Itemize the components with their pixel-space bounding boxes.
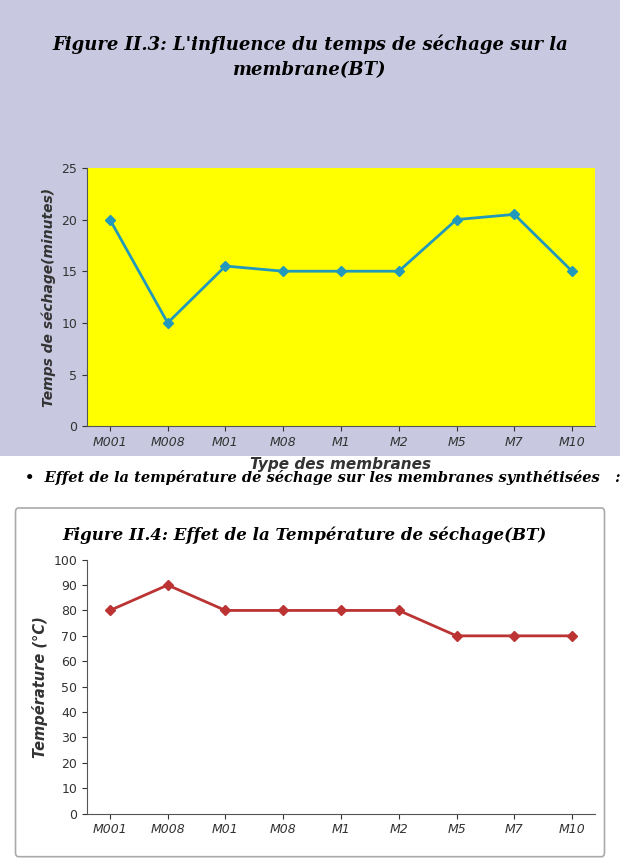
Y-axis label: Temps de séchage(minutes): Temps de séchage(minutes): [41, 188, 56, 406]
Y-axis label: Température (°C): Température (°C): [32, 616, 48, 758]
Text: Figure II.4: Effet de la Température de séchage(BT): Figure II.4: Effet de la Température de …: [62, 527, 546, 544]
Text: •  Effet de la température de séchage sur les membranes synthétisées   :: • Effet de la température de séchage sur…: [25, 470, 620, 486]
Text: Figure II.3: L'influence du temps de séchage sur la
membrane(BT): Figure II.3: L'influence du temps de séc…: [52, 34, 568, 79]
X-axis label: Type des membranes: Type des membranes: [250, 457, 432, 472]
